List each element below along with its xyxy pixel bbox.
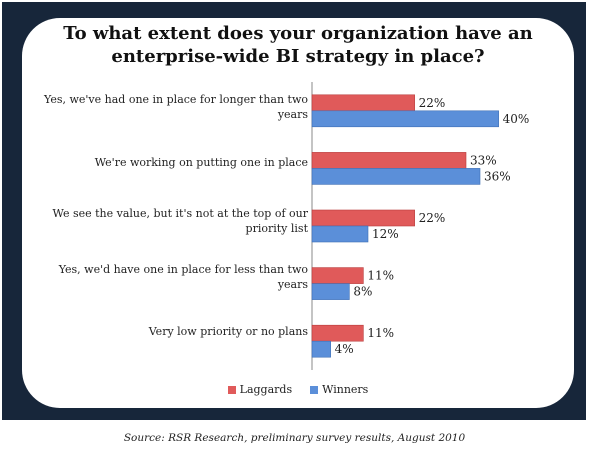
bar-laggards-5 xyxy=(311,324,364,342)
bar-laggards-4 xyxy=(311,267,364,284)
legend-item-winners: Winners xyxy=(310,383,368,396)
category-label-3-line-1: We see the value, but it's not at the to… xyxy=(52,207,308,220)
bar-winners-2 xyxy=(311,168,481,185)
category-label-5-line-1: Very low priority or no plans xyxy=(148,325,308,338)
bar-winners-3 xyxy=(311,225,369,243)
bar-winners-4 xyxy=(311,283,350,300)
data-label-winners-2: 36% xyxy=(484,169,511,183)
data-label-winners-4: 8% xyxy=(353,285,372,299)
category-label-5: Very low priority or no plans xyxy=(28,324,308,339)
bar-laggards-3 xyxy=(311,209,415,227)
category-label-1-line-1: Yes, we've had one in place for longer t… xyxy=(44,93,308,106)
data-label-laggards-2: 33% xyxy=(470,153,497,167)
data-label-winners-5: 4% xyxy=(335,342,354,356)
category-label-2-line-1: We're working on putting one in place xyxy=(94,156,308,169)
data-label-laggards-5: 11% xyxy=(367,326,394,340)
bar-chart: 22% 40% 33% 36% 22% 12% 11% 8% 11% 4% xyxy=(311,82,530,370)
bar-laggards-1 xyxy=(311,94,415,112)
category-label-2: We're working on putting one in place xyxy=(28,155,308,170)
legend-label-winners: Winners xyxy=(322,383,369,396)
data-label-winners-1: 40% xyxy=(503,112,530,126)
data-label-winners-3: 12% xyxy=(372,227,399,241)
category-label-3: We see the value, but it's not at the to… xyxy=(28,206,308,236)
legend-swatch-winners xyxy=(310,385,319,394)
data-label-laggards-3: 22% xyxy=(419,211,446,225)
category-label-1: Yes, we've had one in place for longer t… xyxy=(28,92,308,122)
legend-swatch-laggards xyxy=(227,385,236,394)
data-label-laggards-4: 11% xyxy=(367,269,394,283)
chart-legend: Laggards Winners xyxy=(22,383,574,396)
category-label-3-line-2: priority list xyxy=(245,222,308,235)
source-caption: Source: RSR Research, preliminary survey… xyxy=(123,432,466,444)
legend-item-laggards: Laggards xyxy=(227,383,293,396)
category-label-4: Yes, we'd have one in place for less tha… xyxy=(28,262,308,292)
bar-winners-5 xyxy=(311,340,331,358)
chart-title-line-2: enterprise-wide BI strategy in place? xyxy=(111,46,485,67)
category-label-1-line-2: years xyxy=(277,108,308,121)
category-label-4-line-2: years xyxy=(277,278,308,291)
bar-laggards-2 xyxy=(311,152,467,169)
chart-title: To what extent does your organization ha… xyxy=(22,22,574,68)
legend-label-laggards: Laggards xyxy=(239,383,293,396)
chart-frame: To what extent does your organization ha… xyxy=(2,2,586,420)
chart-title-line-1: To what extent does your organization ha… xyxy=(63,23,533,44)
bar-winners-1 xyxy=(311,110,499,128)
category-label-4-line-1: Yes, we'd have one in place for less tha… xyxy=(58,263,308,276)
data-label-laggards-1: 22% xyxy=(419,96,446,110)
chart-panel: To what extent does your organization ha… xyxy=(22,18,574,408)
